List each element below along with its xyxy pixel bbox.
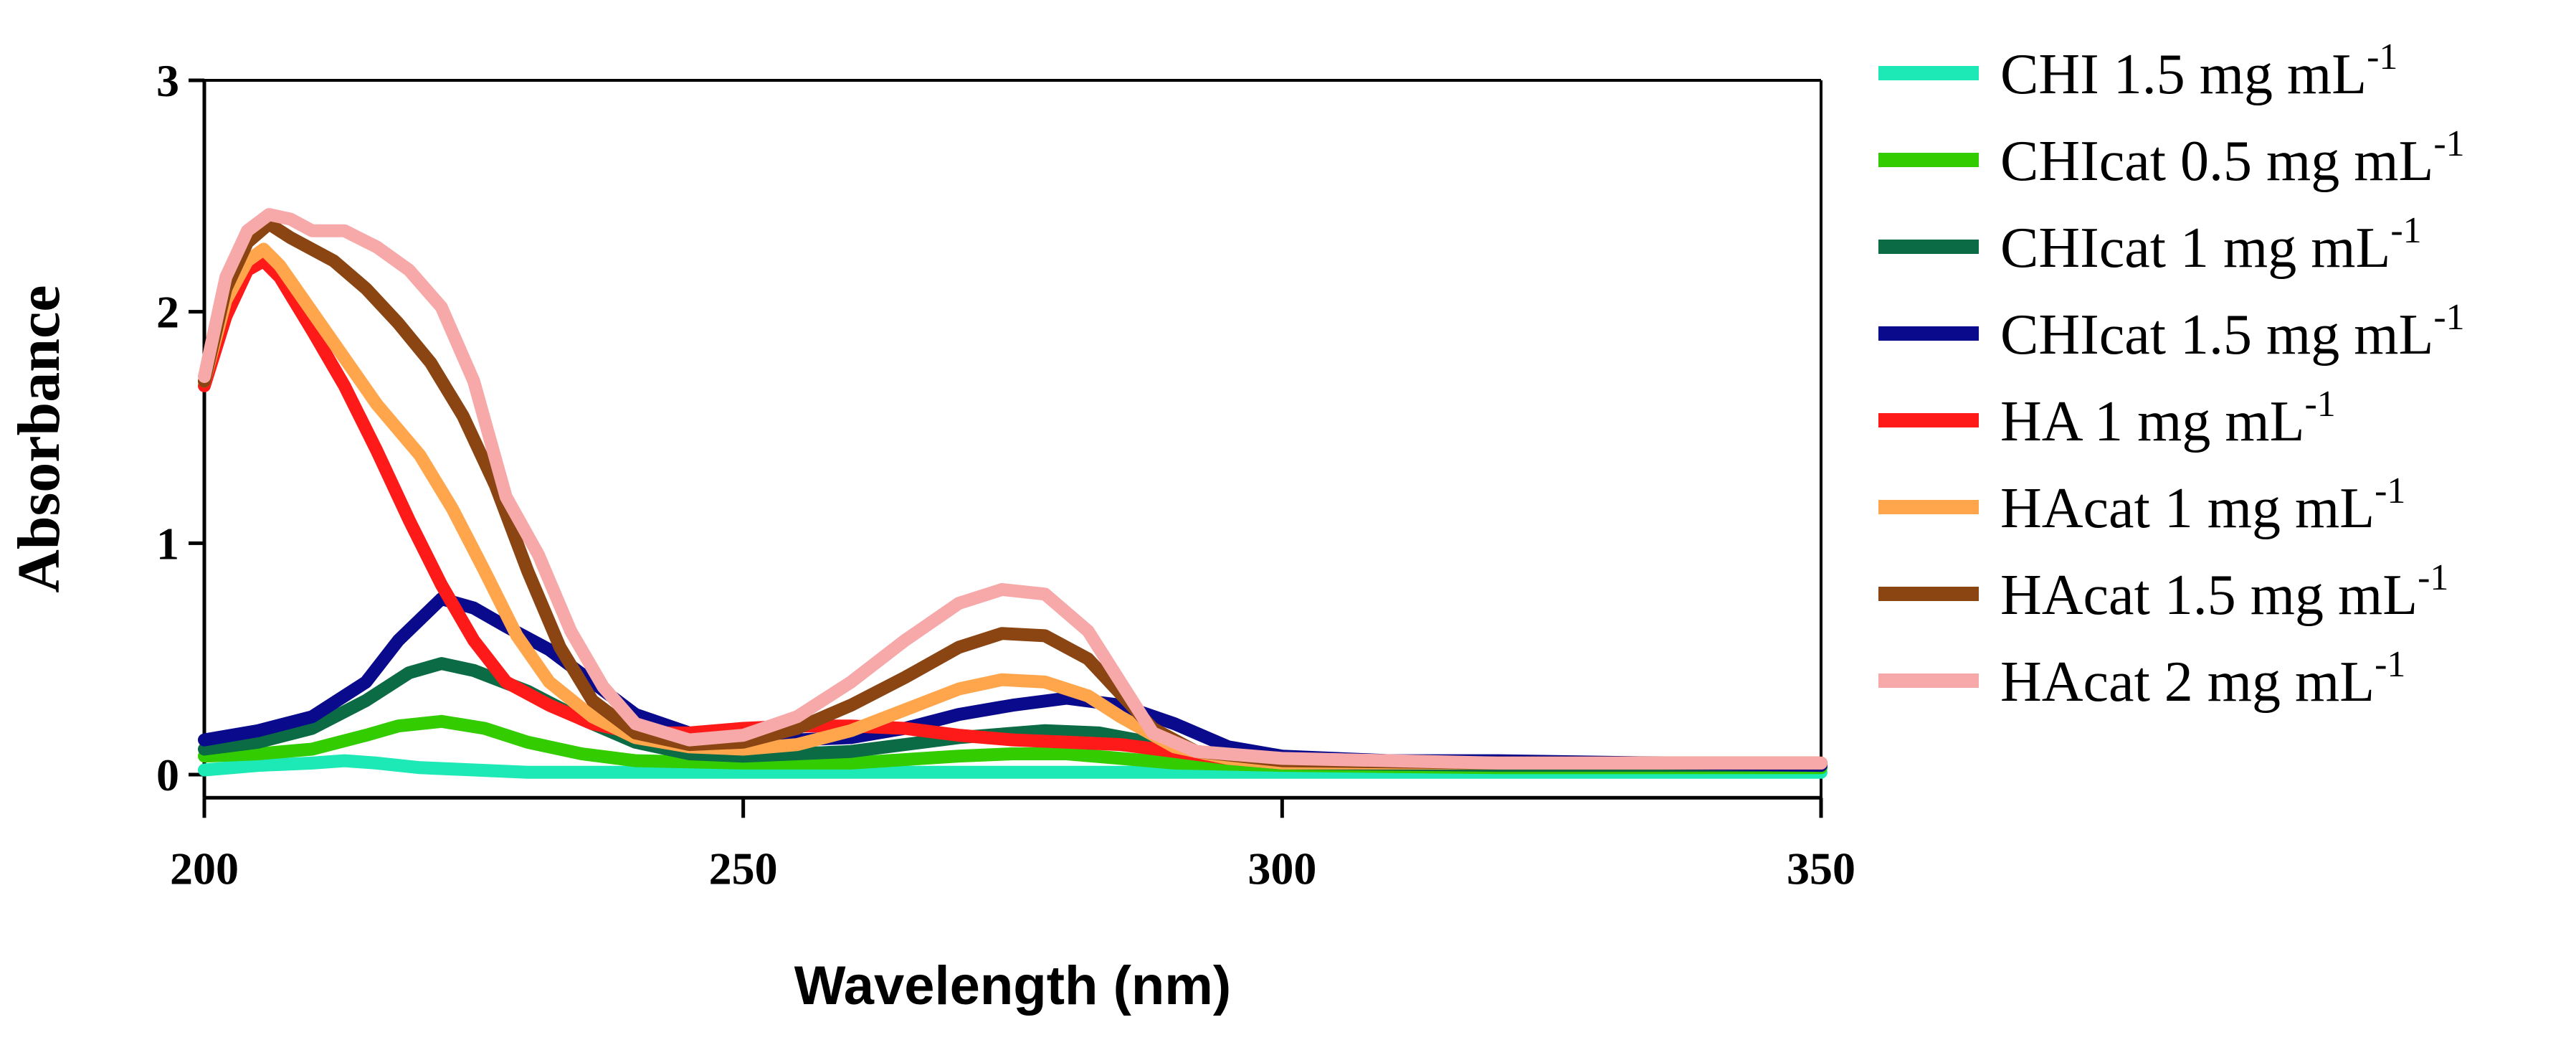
legend-label-1: CHI 1.5 mg mL-1 (2000, 37, 2397, 106)
y-tick-label: 3 (156, 55, 179, 106)
y-tick-label: 0 (156, 750, 179, 800)
legend-label-2: CHIcat 0.5 mg mL-1 (2000, 123, 2465, 193)
legend-label-8: HAcat 2 mg mL-1 (2000, 644, 2405, 714)
legend-label-superscript: -1 (2304, 384, 2335, 425)
x-axis-title: Wavelength (nm) (794, 955, 1231, 1016)
y-tick-label: 2 (156, 287, 179, 338)
legend-label-superscript: -1 (2433, 123, 2464, 164)
legend: CHI 1.5 mg mL-1 CHIcat 0.5 mg mL-1 CHIcat … (1878, 37, 2465, 714)
series-line-8 (198, 208, 1828, 770)
legend-label-5: HA 1 mg mL-1 (2000, 384, 2336, 453)
y-tick-label: 1 (156, 518, 179, 569)
y-axis-title: Absorbance (6, 285, 72, 592)
legend-label-superscript: -1 (2433, 297, 2464, 338)
series-line-1 (198, 754, 1828, 779)
series-line-2 (198, 714, 1828, 775)
x-tick-label: 350 (1787, 843, 1855, 894)
legend-label-3: CHIcat 1 mg mL-1 (2000, 210, 2422, 280)
series-layer (198, 208, 1828, 779)
legend-label-superscript: -1 (2375, 471, 2405, 511)
legend-label-superscript: -1 (2367, 37, 2397, 77)
x-tick-label: 200 (170, 843, 239, 894)
axes: 0 1 2 3 200 250 300 350 Wavelength (nm) Absorbanc… (6, 55, 1855, 1016)
legend-label-superscript: -1 (2418, 557, 2448, 598)
legend-label-superscript: -1 (2375, 644, 2405, 685)
x-tick-label: 300 (1247, 843, 1316, 894)
legend-label-superscript: -1 (2390, 210, 2421, 251)
legend-label-6: HAcat 1 mg mL-1 (2000, 471, 2405, 540)
x-tick-label: 250 (709, 843, 778, 894)
legend-label-4: CHIcat 1.5 mg mL-1 (2000, 297, 2465, 367)
legend-label-7: HAcat 1.5 mg mL-1 (2000, 557, 2448, 627)
